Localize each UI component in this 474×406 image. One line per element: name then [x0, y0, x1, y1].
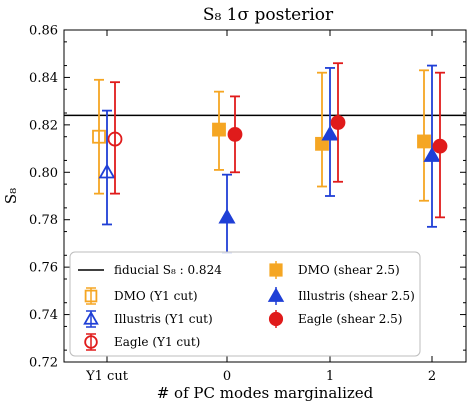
- y-tick-label: 0.84: [29, 71, 58, 86]
- data-point-marker: [98, 163, 116, 179]
- data-point-marker: [330, 115, 346, 130]
- legend-items: fiducial S₈ : 0.824 DMO (Y1 cut) Illustris…: [78, 261, 415, 351]
- legend: fiducial S₈ : 0.824 DMO (Y1 cut) Illustris…: [69, 251, 421, 357]
- data-point-marker: [212, 122, 226, 137]
- x-tick-label: 1: [326, 369, 334, 384]
- x-axis-label: # of PC modes marginalized: [157, 384, 374, 402]
- y-tick-label: 0.76: [29, 261, 58, 276]
- data-point-marker: [432, 138, 448, 154]
- legend-swatch-marker: [267, 287, 285, 302]
- x-tick-label: 2: [428, 369, 436, 384]
- data-point-marker: [417, 134, 431, 149]
- legend-label: fiducial S₈ : 0.824: [114, 263, 222, 277]
- x-tick-label: Y1 cut: [85, 369, 129, 384]
- y-tick-label: 0.80: [29, 166, 58, 181]
- legend-label: DMO (Y1 cut): [114, 289, 198, 303]
- legend-box: [69, 251, 421, 357]
- series-group: [218, 64, 441, 254]
- data-point-marker: [107, 131, 123, 147]
- series-group: [212, 69, 431, 202]
- legend-swatch-marker: [83, 310, 99, 325]
- legend-label: Eagle (Y1 cut): [114, 335, 200, 349]
- data-point-marker: [315, 136, 329, 151]
- y-axis-label: S₈: [2, 188, 20, 204]
- x-tick-label: 0: [223, 369, 231, 384]
- chart-title: S₈ 1σ posterior: [203, 5, 334, 25]
- legend-swatch-marker: [269, 263, 283, 277]
- plot-area: [63, 29, 467, 363]
- series-group: [92, 78, 106, 195]
- y-tick-label: 0.74: [29, 308, 58, 323]
- x-axis: Y1 cut 0 1 2: [85, 30, 436, 384]
- data-point-marker: [92, 129, 106, 144]
- series-group: [98, 109, 116, 226]
- data-point-marker: [227, 126, 243, 142]
- data-point-marker: [218, 208, 236, 224]
- y-tick-label: 0.78: [29, 213, 58, 228]
- legend-swatch-marker: [84, 289, 98, 303]
- data-point-marker: [423, 146, 441, 162]
- legend-label: Eagle (shear 2.5): [298, 312, 403, 326]
- series-group: [107, 81, 123, 195]
- data-point-marker: [321, 125, 339, 141]
- legend-swatch-marker: [268, 311, 284, 327]
- y-tick-label: 0.86: [29, 24, 58, 39]
- legend-label: Illustris (Y1 cut): [114, 312, 213, 326]
- data-series-layer: [92, 62, 448, 254]
- y-tick-label: 0.72: [29, 356, 58, 371]
- y-tick-label: 0.82: [29, 118, 58, 133]
- legend-label: DMO (shear 2.5): [298, 263, 400, 277]
- legend-swatch-marker: [84, 335, 98, 349]
- legend-label: Illustris (shear 2.5): [298, 289, 415, 303]
- y-axis: 0.72 0.74 0.76 0.78 0.80 0.82 0.84 0.86: [29, 24, 466, 371]
- series-group: [227, 62, 448, 219]
